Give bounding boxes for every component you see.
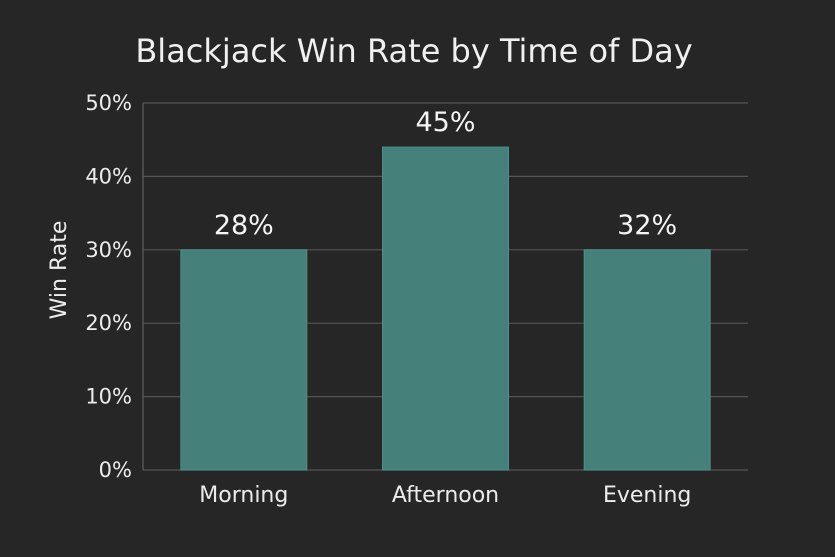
y-tick-label: 40% [85,164,132,188]
bar-afternoon [382,146,509,471]
category-label-afternoon: Afternoon [392,483,499,508]
bars [180,146,711,471]
bar-morning [180,249,308,471]
chart-title: Blackjack Win Rate by Time of Day [135,32,692,70]
x-axis-categories: Morning Afternoon Evening [199,483,691,508]
bar-evening [583,249,711,471]
data-label-morning: 28% [214,210,274,241]
y-tick-label: 0% [99,458,132,482]
data-labels: 28% 45% 32% [214,107,677,241]
category-label-morning: Morning [199,483,288,508]
y-tick-label: 20% [85,311,132,335]
y-tick-label: 10% [85,385,132,409]
category-label-evening: Evening [603,483,691,508]
y-axis-ticks: 0% 10% 20% 30% 40% 50% [85,91,132,482]
data-label-afternoon: 45% [415,107,475,138]
y-tick-label: 30% [85,238,132,262]
y-tick-label: 50% [85,91,132,115]
y-axis-title: Win Rate [47,221,72,320]
data-label-evening: 32% [617,210,677,241]
